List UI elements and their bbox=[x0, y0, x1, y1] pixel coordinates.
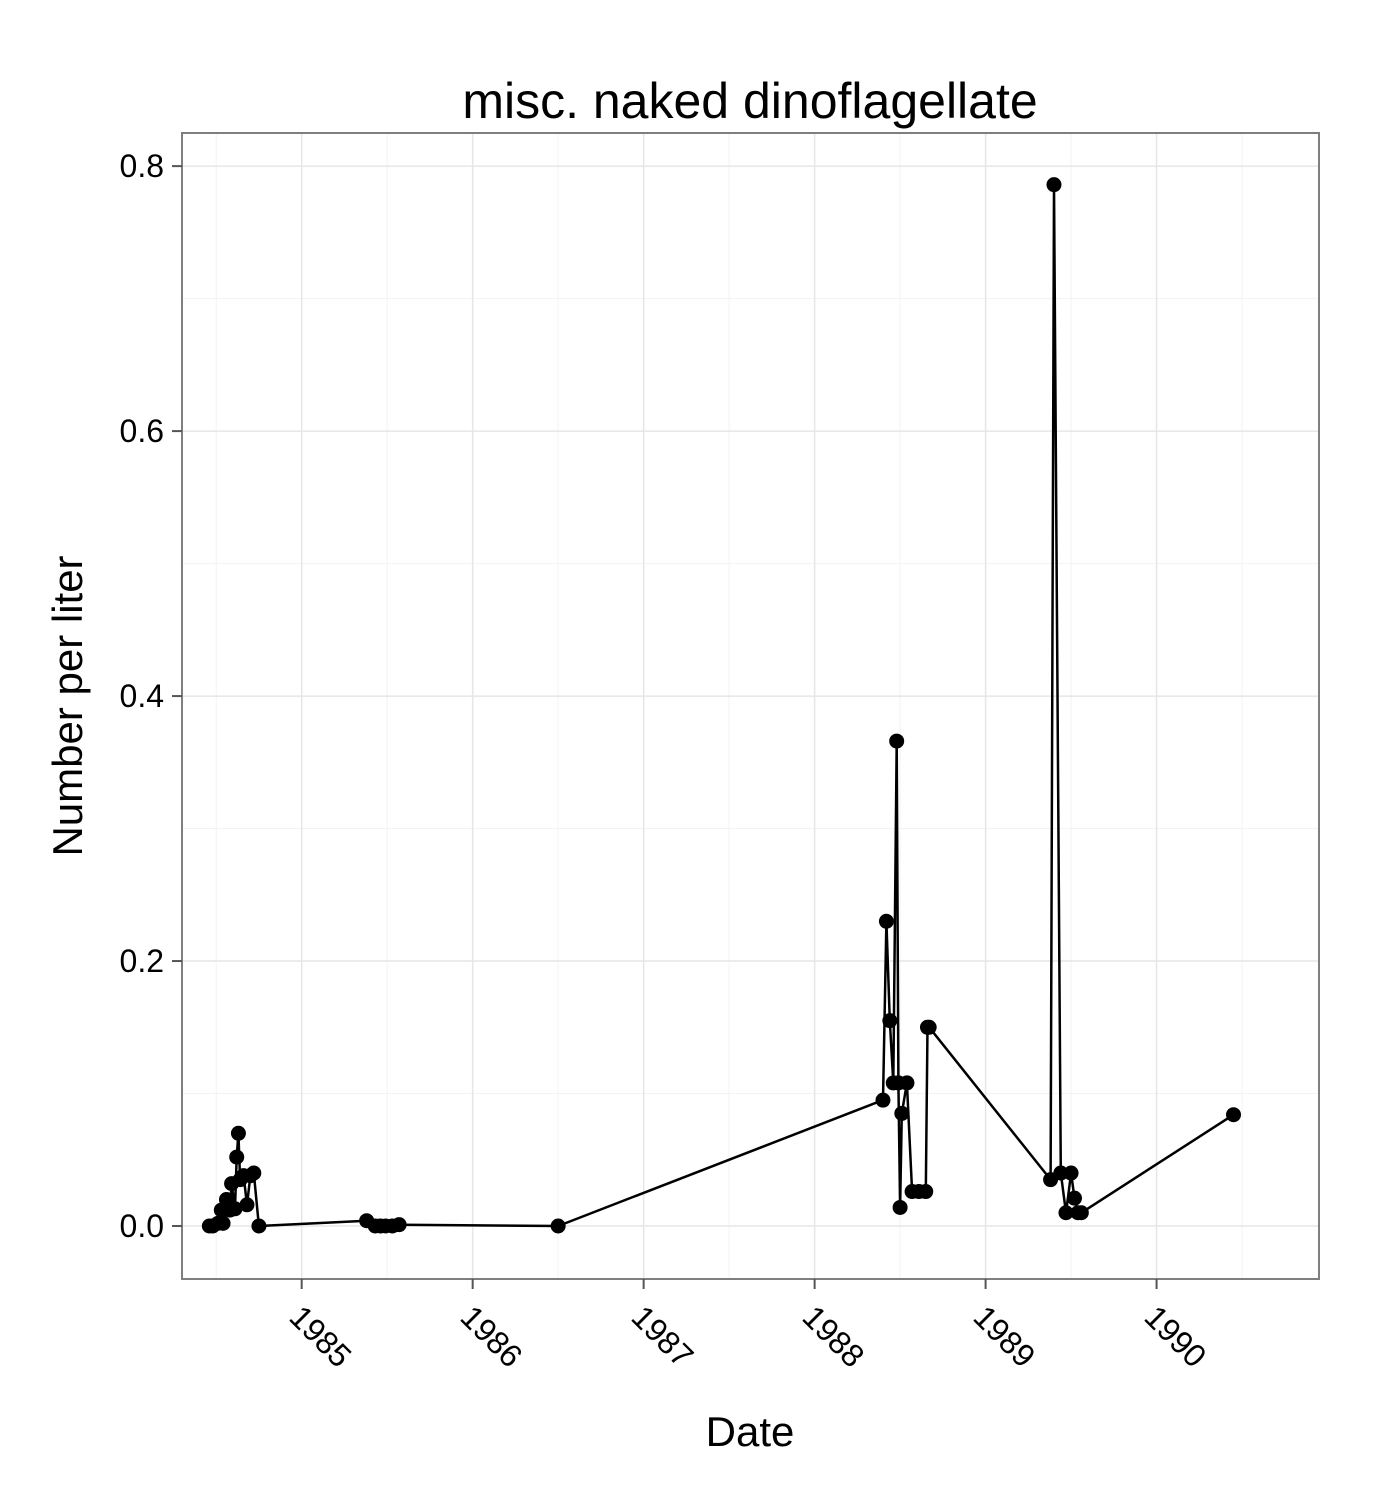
data-point bbox=[921, 1019, 937, 1035]
data-point bbox=[892, 1199, 908, 1215]
data-point bbox=[882, 1013, 898, 1029]
y-axis: 0.0 0.2 0.4 0.6 0.8 bbox=[120, 148, 182, 1244]
data-point bbox=[215, 1215, 231, 1231]
data-point bbox=[1053, 1165, 1069, 1181]
data-point bbox=[239, 1197, 255, 1213]
data-point bbox=[1226, 1107, 1242, 1123]
series-points-group bbox=[201, 177, 1242, 1234]
data-point bbox=[878, 913, 894, 929]
y-tick-label: 0.6 bbox=[120, 413, 164, 449]
data-point bbox=[227, 1201, 243, 1217]
data-point bbox=[251, 1218, 267, 1234]
data-point bbox=[1067, 1190, 1083, 1206]
data-point bbox=[918, 1184, 934, 1200]
grid-minor bbox=[182, 133, 1319, 1279]
data-point bbox=[1046, 177, 1062, 193]
data-point bbox=[1058, 1205, 1074, 1221]
y-tick-label: 0.8 bbox=[120, 148, 164, 184]
y-tick-label: 0.0 bbox=[120, 1208, 164, 1244]
data-point bbox=[550, 1218, 566, 1234]
chart-title: misc. naked dinoflagellate bbox=[462, 73, 1037, 129]
data-point bbox=[229, 1149, 245, 1165]
plot-border bbox=[181, 132, 1320, 1280]
data-point bbox=[899, 1075, 915, 1091]
data-point bbox=[889, 733, 905, 749]
data-point bbox=[391, 1217, 407, 1233]
data-point bbox=[1063, 1165, 1079, 1181]
x-axis-title: Date bbox=[706, 1408, 795, 1455]
data-point bbox=[1073, 1205, 1089, 1221]
data-point bbox=[230, 1125, 246, 1141]
y-axis-title: Number per liter bbox=[44, 555, 91, 856]
grid-major bbox=[182, 133, 1319, 1279]
plot-panel bbox=[182, 133, 1319, 1279]
data-point bbox=[246, 1165, 262, 1181]
y-tick-label: 0.2 bbox=[120, 943, 164, 979]
data-point bbox=[894, 1105, 910, 1121]
y-tick-label: 0.4 bbox=[120, 678, 164, 714]
data-point bbox=[875, 1092, 891, 1108]
